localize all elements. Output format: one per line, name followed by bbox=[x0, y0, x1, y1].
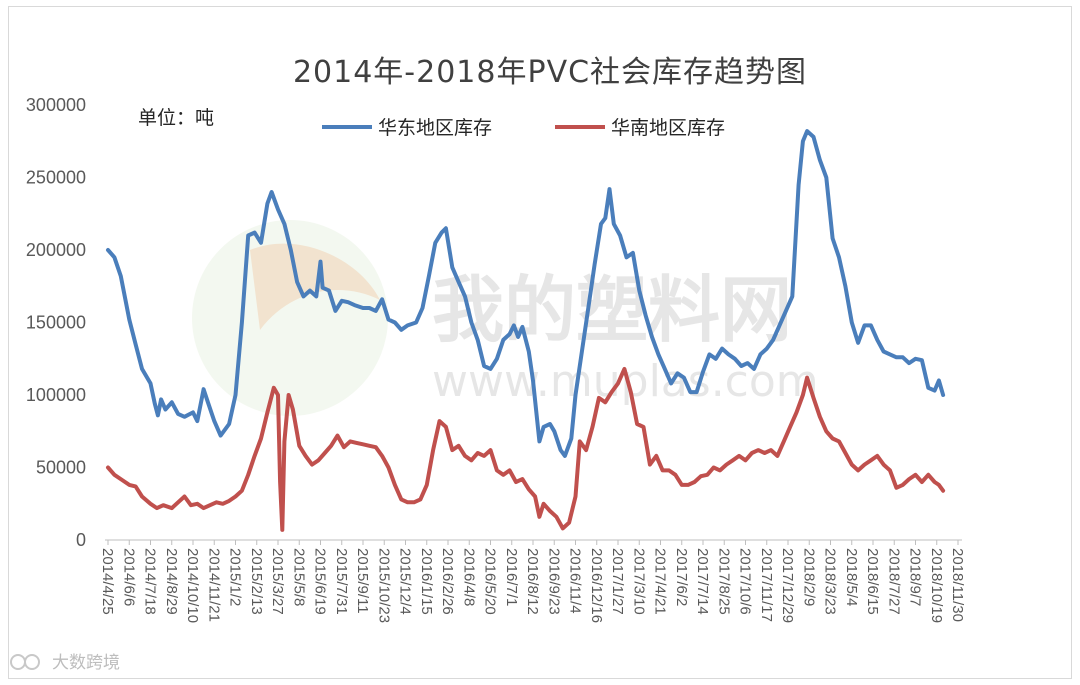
x-tick-label: 2014/4/25 bbox=[99, 548, 116, 615]
watermark-logo-swoosh-icon bbox=[250, 243, 380, 330]
x-tick-label: 2017/11/17 bbox=[758, 548, 775, 622]
x-tick-label: 2017/8/25 bbox=[715, 548, 732, 615]
x-tick-label: 2016/8/12 bbox=[524, 548, 541, 615]
x-tick-label: 2017/4/21 bbox=[652, 548, 669, 615]
y-tick-label: 50000 bbox=[36, 458, 86, 478]
legend: 华东地区库存 华南地区库存 bbox=[322, 117, 725, 139]
x-tick-label: 2015/10/23 bbox=[375, 548, 392, 623]
x-tick-label: 2015/7/31 bbox=[333, 548, 350, 615]
x-tick-label: 2015/5/8 bbox=[290, 548, 307, 606]
y-tick-label: 100000 bbox=[26, 385, 86, 405]
x-axis-ticks: 2014/4/25 2014/6/6 2014/7/18 2014/8/29 2014/… bbox=[99, 540, 966, 623]
x-tick-label: 2018/6/15 bbox=[864, 548, 881, 615]
unit-label: 单位：吨 bbox=[138, 107, 214, 129]
x-tick-label: 2015/3/27 bbox=[269, 548, 286, 615]
source-badge-icon-2 bbox=[24, 654, 40, 670]
series-line-south-china bbox=[106, 366, 946, 532]
chart-frame bbox=[8, 6, 1072, 679]
y-tick-label: 200000 bbox=[26, 240, 86, 260]
source-badge: 大数跨境 bbox=[10, 653, 120, 673]
x-tick-label: 2017/6/2 bbox=[673, 548, 690, 606]
x-tick-label: 2017/10/6 bbox=[737, 548, 754, 615]
x-tick-label: 2017/12/29 bbox=[779, 548, 796, 623]
x-tick-label: 2014/11/21 bbox=[205, 548, 222, 622]
x-tick-label: 2017/3/10 bbox=[630, 548, 647, 615]
x-tick-label: 2017/1/27 bbox=[609, 548, 626, 615]
source-badge-text: 大数跨境 bbox=[52, 653, 120, 673]
source-badge-icon bbox=[10, 654, 26, 670]
x-tick-label: 2016/7/1 bbox=[503, 548, 520, 606]
x-tick-label: 2015/1/2 bbox=[227, 548, 244, 606]
x-tick-label: 2016/2/26 bbox=[439, 548, 456, 615]
x-tick-label: 2014/7/18 bbox=[142, 548, 159, 615]
y-tick-label: 250000 bbox=[26, 168, 86, 188]
y-axis-ticks: 0 50000 100000 150000 200000 250000 300000 bbox=[26, 95, 86, 550]
y-tick-label: 300000 bbox=[26, 95, 86, 115]
x-tick-label: 2015/9/11 bbox=[354, 548, 371, 614]
x-tick-label: 2018/10/19 bbox=[928, 548, 945, 623]
chart-title: 2014年-2018年PVC社会库存趋势图 bbox=[293, 55, 807, 90]
x-tick-label: 2018/11/30 bbox=[949, 548, 966, 622]
y-tick-label: 0 bbox=[76, 530, 86, 550]
x-tick-label: 2016/5/20 bbox=[482, 548, 499, 615]
x-tick-label: 2014/8/29 bbox=[163, 548, 180, 615]
x-tick-label: 2018/7/27 bbox=[885, 548, 902, 615]
series-line-east-china bbox=[106, 129, 946, 458]
x-tick-label: 2016/4/8 bbox=[460, 548, 477, 606]
x-tick-label: 2018/5/4 bbox=[843, 548, 860, 606]
legend-label-east: 华东地区库存 bbox=[378, 117, 492, 139]
x-tick-label: 2015/12/4 bbox=[397, 548, 414, 615]
x-tick-label: 2015/2/13 bbox=[248, 548, 265, 615]
legend-label-south: 华南地区库存 bbox=[611, 117, 725, 139]
watermark: 我的塑料网 www.muplas.com bbox=[192, 220, 819, 416]
x-tick-label: 2014/6/6 bbox=[120, 548, 137, 606]
y-tick-label: 150000 bbox=[26, 313, 86, 333]
watermark-logo-icon bbox=[192, 220, 388, 416]
x-tick-label: 2017/7/14 bbox=[694, 548, 711, 615]
x-tick-label: 2018/9/7 bbox=[907, 548, 924, 606]
x-tick-label: 2015/6/19 bbox=[312, 548, 329, 615]
watermark-brand-text: 我的塑料网 bbox=[432, 268, 792, 352]
x-tick-label: 2016/9/23 bbox=[545, 548, 562, 615]
x-tick-label: 2016/1/15 bbox=[418, 548, 435, 615]
x-tick-label: 2018/3/23 bbox=[822, 548, 839, 615]
x-tick-label: 2016/12/16 bbox=[588, 548, 605, 623]
watermark-url-text: www.muplas.com bbox=[432, 356, 819, 407]
x-tick-label: 2014/10/10 bbox=[184, 548, 201, 623]
x-tick-label: 2016/11/4 bbox=[567, 548, 584, 614]
series-group bbox=[106, 129, 946, 532]
x-tick-label: 2018/2/9 bbox=[800, 548, 817, 606]
